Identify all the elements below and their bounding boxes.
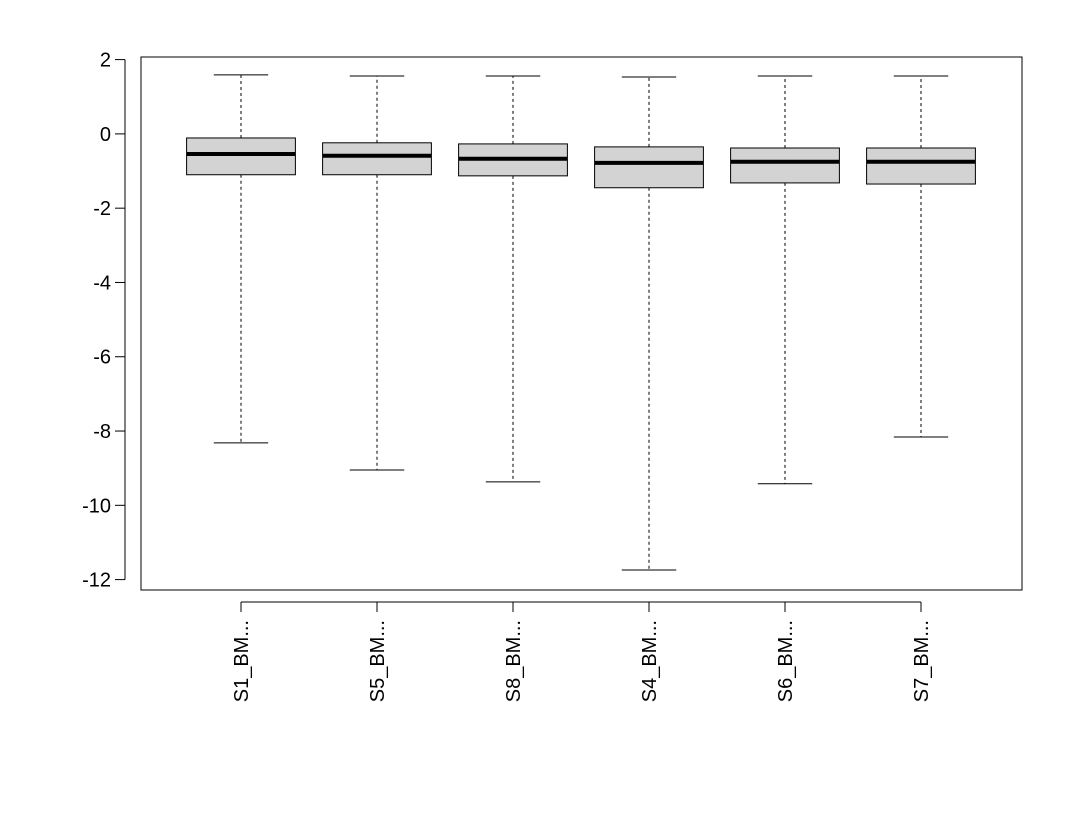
x-tick-label: S8_BM... xyxy=(503,620,525,702)
y-tick-label: 2 xyxy=(100,50,111,72)
x-tick-label: S4_BM... xyxy=(639,620,661,702)
y-tick-label: 0 xyxy=(100,124,111,146)
box xyxy=(730,147,840,184)
box xyxy=(594,146,704,189)
y-tick-label: -12 xyxy=(82,570,111,592)
box xyxy=(322,142,432,176)
y-tick-label: -6 xyxy=(93,347,111,369)
box xyxy=(186,137,296,176)
x-tick-label: S1_BM... xyxy=(231,620,253,702)
x-tick-label: S6_BM... xyxy=(775,620,797,702)
box xyxy=(866,147,976,185)
plot-frame xyxy=(140,56,1023,591)
x-tick-label: S7_BM... xyxy=(911,620,933,702)
x-tick-label: S5_BM... xyxy=(367,620,389,702)
y-tick-label: -10 xyxy=(82,495,111,517)
y-tick-label: -2 xyxy=(93,198,111,220)
y-tick-label: -4 xyxy=(93,272,111,294)
y-tick-label: -8 xyxy=(93,421,111,443)
